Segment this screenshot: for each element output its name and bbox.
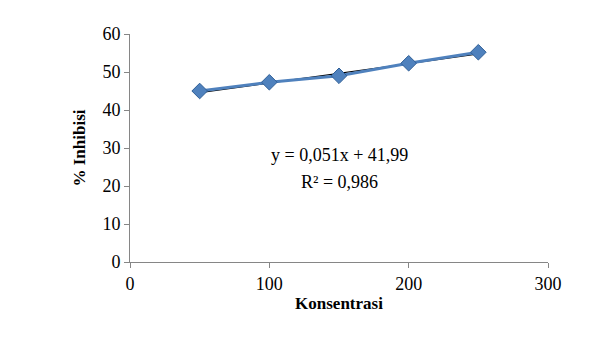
svg-text:R² = 0,986: R² = 0,986 (301, 172, 378, 192)
svg-text:Konsentrasi: Konsentrasi (295, 294, 383, 313)
svg-text:0: 0 (126, 274, 135, 294)
svg-text:50: 50 (102, 62, 120, 82)
svg-text:30: 30 (102, 138, 120, 158)
svg-text:10: 10 (102, 214, 120, 234)
svg-text:60: 60 (102, 24, 120, 44)
svg-text:0: 0 (111, 252, 120, 272)
svg-text:% Inhibisi: % Inhibisi (70, 109, 89, 186)
svg-text:y = 0,051x + 41,99: y = 0,051x + 41,99 (271, 145, 408, 165)
svg-text:20: 20 (102, 176, 120, 196)
svg-text:300: 300 (535, 274, 562, 294)
svg-text:100: 100 (256, 274, 283, 294)
svg-text:40: 40 (102, 100, 120, 120)
svg-text:200: 200 (395, 274, 422, 294)
